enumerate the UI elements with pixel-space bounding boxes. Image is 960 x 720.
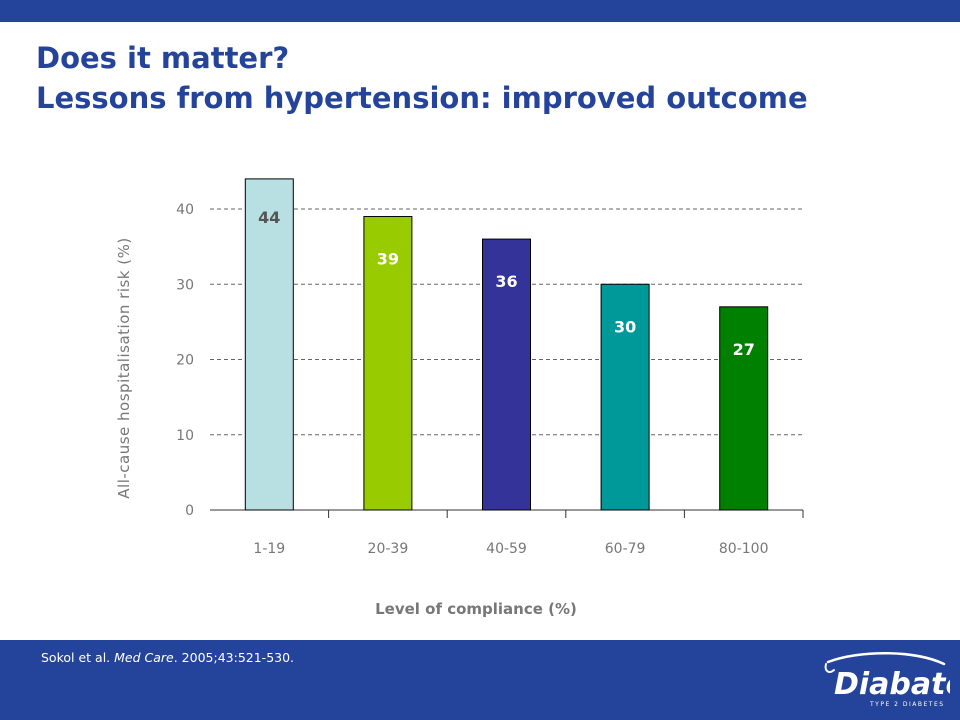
top-banner [0,0,960,22]
bar [719,306,769,511]
logo-subtext: TYPE 2 DIABETES [869,701,945,708]
bar-value-label: 44 [258,208,280,227]
slide-title: Does it matter? Lessons from hypertensio… [36,38,808,118]
bar-value-label: 36 [495,272,517,291]
y-axis-title: All-cause hospitalisation risk (%) [115,237,133,498]
bar-chart: 0 10 20 30 40 44 1-19 39 20-39 36 40-59 30 60-79 27 80… [115,178,804,618]
citation-details: . 2005;43:521-530. [173,650,295,665]
x-axis-title: Level of compliance (%) [375,600,577,618]
bar [600,283,650,511]
bar-value-label: 39 [377,250,399,269]
title-line-1: Does it matter? [36,41,290,75]
bar-value-label: 27 [733,340,755,359]
y-tick-label: 0 [185,503,194,519]
y-tick-label: 30 [176,277,194,293]
x-tick-label: 60-79 [605,541,646,557]
y-tick-label: 10 [176,428,194,444]
x-tick-label: 1-19 [253,541,285,557]
y-tick-label: 20 [176,353,194,369]
title-line-2: Lessons from hypertension: improved outc… [36,81,808,115]
x-tick-label: 20-39 [368,541,409,557]
bar [244,178,294,511]
footer-banner: Sokol et al. Med Care. 2005;43:521-530. … [0,640,960,720]
citation-journal: Med Care [114,650,174,665]
citation: Sokol et al. Med Care. 2005;43:521-530. [41,650,294,665]
x-tick-label: 80-100 [719,541,769,557]
x-tick-label: 40-59 [486,541,527,557]
diabate-logo: Diabate TYPE 2 DIABETES [824,652,950,708]
bar [482,238,531,511]
bar [363,216,413,511]
bar-value-label: 30 [614,317,636,336]
citation-authors: Sokol et al. [41,650,115,665]
y-tick-label: 40 [176,202,194,218]
logo-wordmark: Diabate [834,667,950,702]
